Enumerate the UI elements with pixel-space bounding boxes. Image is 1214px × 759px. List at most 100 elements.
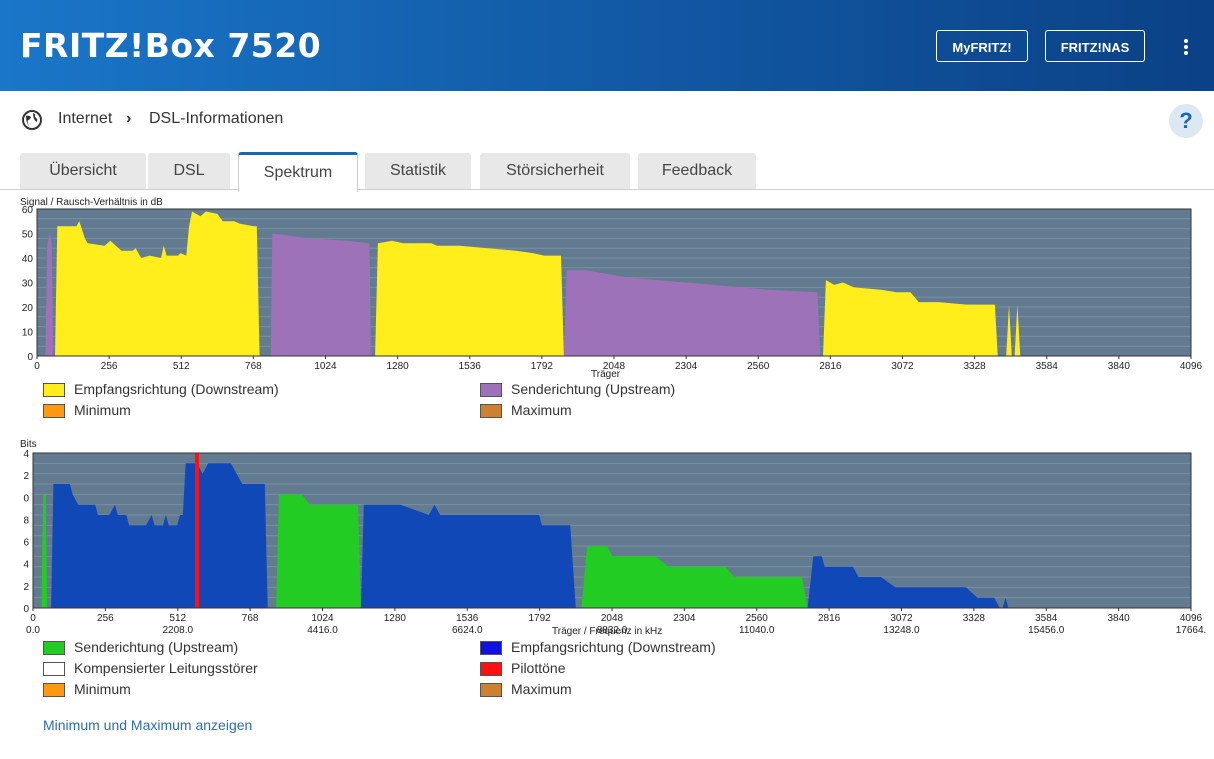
y-tick-label: 50 xyxy=(22,230,34,241)
x-tick-label: 512 xyxy=(169,613,186,624)
x-tick-label: 2304 xyxy=(673,613,696,624)
x-tick-label: 768 xyxy=(245,361,262,372)
x-tick-khz-label: 11040.0 xyxy=(739,625,775,636)
x-tick-khz-label: 8832.0 xyxy=(597,625,628,636)
x-tick-label: 2816 xyxy=(819,361,842,372)
y-tick-label: 60 xyxy=(22,205,34,216)
x-tick-label: 2560 xyxy=(747,361,770,372)
breadcrumb-separator-icon: › xyxy=(126,110,132,127)
x-tick-label: 1792 xyxy=(529,613,552,624)
x-tick-label: 3584 xyxy=(1036,361,1059,372)
x-tick-khz-label: 13248.0 xyxy=(883,625,920,636)
legend-swatch xyxy=(43,404,65,418)
fritznas-button[interactable]: FRITZ!NAS xyxy=(1045,30,1145,62)
y-tick-label: 0 xyxy=(27,352,33,363)
x-tick-label: 768 xyxy=(242,613,259,624)
x-tick-label: 2816 xyxy=(818,613,841,624)
breadcrumb-internet[interactable]: Internet xyxy=(58,110,113,127)
x-tick-label: 1280 xyxy=(384,613,407,624)
legend-swatch xyxy=(480,662,502,676)
x-tick-label: 2560 xyxy=(746,613,769,624)
series-area xyxy=(823,280,998,356)
breadcrumb-dsl-informationen: DSL-Informationen xyxy=(149,110,284,127)
x-tick-label: 1536 xyxy=(456,613,479,624)
series-area xyxy=(581,546,808,608)
x-tick-label: 3840 xyxy=(1108,361,1131,372)
y-tick-label: 10 xyxy=(22,328,34,339)
y-tick-label: 20 xyxy=(22,303,34,314)
header-bar: FRITZ!Box 7520 MyFRITZ! FRITZ!NAS xyxy=(0,0,1214,91)
y-tick-label: 2 xyxy=(23,582,29,593)
x-tick-khz-label: 2208.0 xyxy=(162,625,193,636)
y-tick-label: 0 xyxy=(23,604,29,615)
x-tick-khz-label: 6624.0 xyxy=(452,625,483,636)
tab-spektrum[interactable]: Spektrum xyxy=(238,152,358,192)
x-tick-label: 256 xyxy=(97,613,114,624)
y-tick-label: 0 xyxy=(23,493,29,504)
show-min-max-link[interactable]: Minimum und Maximum anzeigen xyxy=(43,717,253,733)
snr-chart-xlabel: Träger xyxy=(591,369,621,380)
tab-uebersicht[interactable]: Übersicht xyxy=(20,153,146,189)
bits-chart-ylabel: Bits xyxy=(20,439,37,450)
tab-divider xyxy=(0,189,1214,190)
legend-label: Senderichtung (Upstream) xyxy=(511,381,676,397)
y-tick-label: 4 xyxy=(23,560,29,571)
series-area xyxy=(563,270,821,356)
bits-chart: Bits Träger / Frequenz in kHz 0 2 4 6 8 0 2 4 0 2… xyxy=(20,439,1207,637)
x-tick-label: 1024 xyxy=(314,361,337,372)
myfritz-button[interactable]: MyFRITZ! xyxy=(936,30,1028,62)
series-area xyxy=(1002,597,1009,608)
series-area xyxy=(270,233,371,356)
series-area xyxy=(41,494,48,608)
tab-feedback[interactable]: Feedback xyxy=(638,153,756,189)
series-area xyxy=(55,211,260,356)
pilot-tone-marker xyxy=(194,453,199,608)
x-tick-label: 3072 xyxy=(891,361,914,372)
more-menu-icon[interactable] xyxy=(1176,34,1196,60)
legend-swatch xyxy=(43,383,65,397)
x-tick-khz-label: 17664. xyxy=(1176,625,1207,636)
y-tick-label: 40 xyxy=(22,254,34,265)
x-tick-label: 1792 xyxy=(531,361,554,372)
x-tick-label: 4096 xyxy=(1180,361,1203,372)
x-tick-label: 2304 xyxy=(675,361,698,372)
legend-label: Minimum xyxy=(74,681,131,697)
snr-chart: Signal / Rausch-Verhältnis in dB Träger … xyxy=(20,197,1203,380)
series-area xyxy=(45,233,54,356)
x-tick-label: 1024 xyxy=(311,613,334,624)
series-area xyxy=(51,463,268,608)
legend-swatch xyxy=(43,662,65,676)
legend-label: Pilottöne xyxy=(511,660,566,676)
x-tick-khz-label: 4416.0 xyxy=(307,625,338,636)
legend-label: Empfangsrichtung (Downstream) xyxy=(74,381,279,397)
x-tick-label: 3072 xyxy=(890,613,913,624)
legend-swatch xyxy=(43,641,65,655)
series-area xyxy=(276,494,361,608)
y-tick-label: 30 xyxy=(22,279,34,290)
x-tick-label: 3328 xyxy=(963,613,986,624)
y-tick-label: 6 xyxy=(23,538,29,549)
legend-swatch xyxy=(43,683,65,697)
globe-icon xyxy=(22,110,42,130)
x-tick-label: 0 xyxy=(34,361,40,372)
x-tick-khz-label: 15456.0 xyxy=(1028,625,1065,636)
legend-swatch xyxy=(480,383,502,397)
x-tick-label: 0 xyxy=(30,613,36,624)
legend-swatch xyxy=(480,404,502,418)
legend-label: Senderichtung (Upstream) xyxy=(74,639,239,655)
x-tick-label: 3328 xyxy=(964,361,987,372)
help-button[interactable]: ? xyxy=(1169,104,1203,138)
tab-stoersicherheit[interactable]: Störsicherheit xyxy=(480,153,630,189)
series-area xyxy=(360,504,576,608)
bits-chart-xlabel: Träger / Frequenz in kHz xyxy=(552,626,662,637)
series-area xyxy=(375,240,564,356)
x-tick-label: 1280 xyxy=(387,361,410,372)
page-title: FRITZ!Box 7520 xyxy=(20,26,322,65)
legend-swatch xyxy=(480,683,502,697)
legend-label: Minimum xyxy=(74,402,131,418)
x-tick-label: 256 xyxy=(101,361,118,372)
x-tick-label: 2048 xyxy=(603,361,626,372)
x-tick-label: 512 xyxy=(173,361,190,372)
tab-dsl[interactable]: DSL xyxy=(148,153,230,189)
tab-statistik[interactable]: Statistik xyxy=(365,153,471,189)
